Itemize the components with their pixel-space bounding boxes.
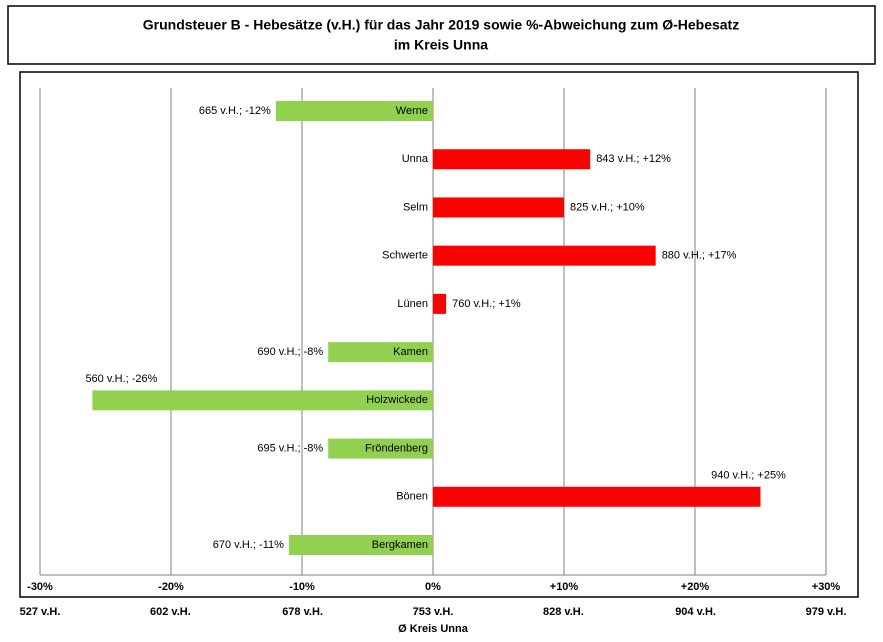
bar [328,438,433,459]
bar [288,535,433,555]
value-label: 665 v.H.; -12% [199,105,271,117]
category-label: Lünen [397,298,428,310]
category-label: Bönen [396,491,428,503]
bar [328,342,433,363]
x-tick-label: -20% [158,581,184,593]
category-label: Fröndenberg [365,442,428,454]
value-label: 690 v.H.; -8% [257,346,323,358]
value-label: 760 v.H.; +1% [452,298,521,310]
chart-title: Grundsteuer B - Hebesätze (v.H.) für das… [143,17,739,33]
value-label: 695 v.H.; -8% [257,442,323,454]
value-label: 825 v.H.; +10% [570,201,645,213]
bar [433,293,447,314]
x-tick-label: -30% [27,581,53,593]
plot-box [19,71,859,598]
category-label: Selm [403,201,428,213]
bar [433,486,761,507]
x2-tick-label: 678 v.H. [282,606,323,618]
x2-tick-label: 753 v.H. [413,606,454,618]
x2-tick-label: 979 v.H. [806,606,847,618]
x2-axis-title: Ø Kreis Unna [398,623,469,635]
bar [433,149,591,170]
value-label: 940 v.H.; +25% [711,470,786,482]
value-label: 843 v.H.; +12% [596,153,671,165]
bar [433,197,564,218]
category-label: Holzwickede [366,394,428,406]
value-label: 670 v.H.; -11% [213,539,284,551]
bar [92,390,434,411]
x-tick-label: +20% [681,581,710,593]
x2-tick-label: 828 v.H. [543,606,584,618]
x-tick-label: +30% [812,581,841,593]
x-tick-label: -10% [289,581,315,593]
bar [275,101,433,121]
value-label: 880 v.H.; +17% [662,250,737,262]
category-label: Kamen [393,346,428,358]
x2-tick-label: 602 v.H. [150,606,191,618]
x2-tick-label: 527 v.H. [20,606,61,618]
bar [433,245,656,266]
chart-title: im Kreis Unna [394,37,488,53]
x-tick-label: 0% [425,581,441,593]
title-box [7,5,876,65]
category-label: Schwerte [382,250,428,262]
category-label: Werne [396,105,428,117]
value-label: 560 v.H.; -26% [85,373,157,385]
x2-tick-label: 904 v.H. [675,606,716,618]
category-label: Unna [402,153,429,165]
x-tick-label: +10% [550,581,579,593]
category-label: Bergkamen [372,539,428,551]
